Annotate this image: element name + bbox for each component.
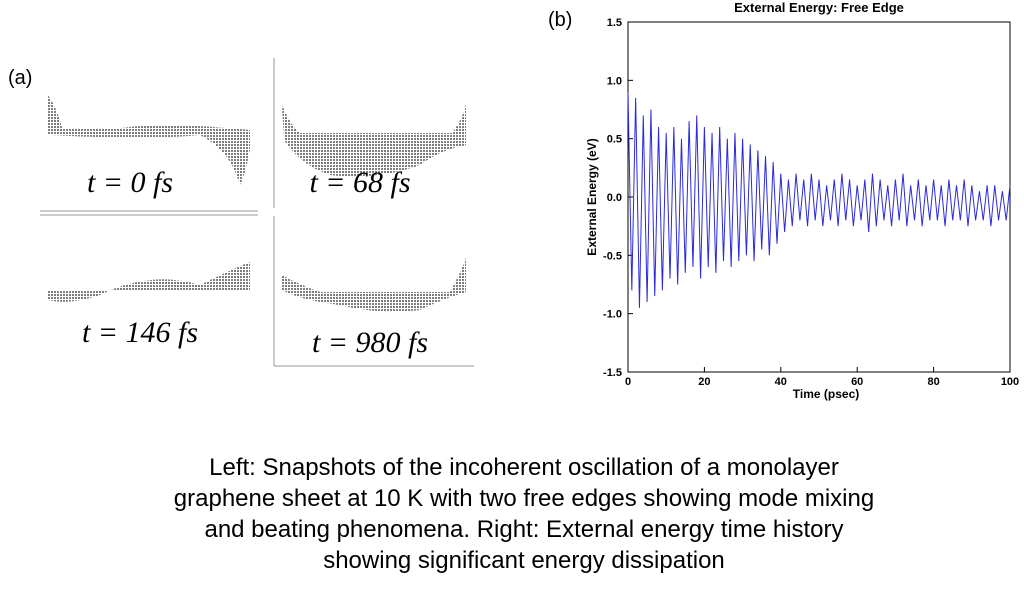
caption-line: showing significant energy dissipation [323,547,725,574]
y-tick-label: -1.0 [603,309,622,321]
x-tick-label: 60 [851,376,863,388]
y-tick-label: 1.5 [607,17,622,29]
panel-label: (b) [548,9,572,31]
snapshot-shape [282,258,466,312]
panel-label: (a) [8,67,32,89]
chart-title: External Energy: Free Edge [734,0,904,15]
x-tick-label: 100 [1001,376,1019,388]
x-tick-label: 80 [927,376,939,388]
snapshot-label: t = 0 fs [87,166,173,199]
y-axis-label: External Energy (eV) [585,138,599,255]
caption-line: Left: Snapshots of the incoherent oscill… [209,454,839,481]
snapshot-shape [48,95,250,185]
caption-line: and beating phenomena. Right: External e… [204,516,843,543]
data-line [627,91,1011,308]
snapshot-shape [48,262,250,302]
y-tick-label: 0.0 [607,192,622,204]
y-tick-label: 0.5 [607,134,622,146]
x-tick-label: 20 [698,376,710,388]
caption-line: graphene sheet at 10 K with two free edg… [174,485,874,512]
y-tick-label: 1.0 [607,75,622,87]
y-tick-label: -1.5 [603,367,622,379]
snapshot-label: t = 68 fs [309,166,410,199]
snapshot-label: t = 146 fs [82,316,198,349]
x-tick-label: 0 [625,376,631,388]
snapshot-label: t = 980 fs [312,326,428,359]
snapshot-shape [282,105,466,177]
x-tick-label: 40 [775,376,787,388]
y-tick-label: -0.5 [603,250,622,262]
x-axis-label: Time (psec) [793,387,859,401]
plot-frame [627,21,1011,373]
